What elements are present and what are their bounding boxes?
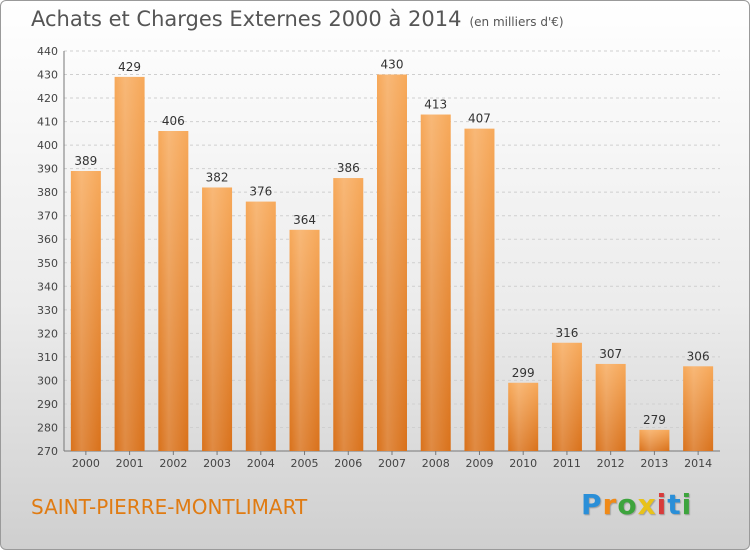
x-tick-label-2003: 2003 [203, 457, 231, 470]
bar-highlight [639, 429, 670, 451]
y-tick-label: 310 [37, 351, 58, 364]
chart-title: Achats et Charges Externes 2000 à 2014 (e… [31, 7, 564, 31]
bar-highlight [202, 187, 233, 451]
x-tick-label-2008: 2008 [422, 457, 450, 470]
y-tick-label: 350 [37, 257, 58, 270]
x-tick-label-2006: 2006 [334, 457, 362, 470]
y-tick-label: 300 [37, 374, 58, 387]
y-tick-label: 290 [37, 398, 58, 411]
bar-highlight [333, 178, 364, 451]
chart-unit: (en milliers d'€) [469, 15, 564, 29]
proxiti-logo: Proxiti [581, 488, 693, 521]
y-tick-label: 410 [37, 116, 58, 129]
data-label-2000: 389 [74, 154, 97, 168]
y-tick-label: 390 [37, 163, 58, 176]
data-label-2009: 407 [468, 112, 491, 126]
y-tick-label: 340 [37, 280, 58, 293]
bar-highlight [595, 363, 626, 451]
bar-highlight [245, 201, 276, 451]
bar-highlight [551, 342, 582, 451]
x-tick-label-2014: 2014 [684, 457, 712, 470]
bar-highlight [70, 171, 101, 451]
bar-highlight [289, 229, 320, 451]
bar-highlight [683, 366, 714, 451]
y-tick-label: 270 [37, 445, 58, 458]
bar-highlight [158, 131, 189, 451]
y-tick-label: 330 [37, 304, 58, 317]
y-tick-label: 400 [37, 139, 58, 152]
x-tick-label-2005: 2005 [291, 457, 319, 470]
data-label-2002: 406 [162, 114, 185, 128]
y-tick-label: 440 [37, 45, 58, 58]
chart-title-text: Achats et Charges Externes 2000 à 2014 [31, 7, 462, 31]
bar-highlight [114, 76, 145, 451]
x-tick-label-2013: 2013 [640, 457, 668, 470]
data-label-2008: 413 [424, 98, 447, 112]
data-label-2010: 299 [512, 366, 535, 380]
x-tick-label-2011: 2011 [553, 457, 581, 470]
y-tick-label: 380 [37, 186, 58, 199]
x-tick-label-2007: 2007 [378, 457, 406, 470]
y-tick-label: 420 [37, 92, 58, 105]
y-tick-label: 320 [37, 327, 58, 340]
y-tick-label: 430 [37, 69, 58, 82]
data-label-2011: 316 [555, 326, 578, 340]
data-label-2014: 306 [687, 349, 710, 363]
y-tick-label: 360 [37, 233, 58, 246]
data-label-2012: 307 [599, 347, 622, 361]
x-tick-label-2004: 2004 [247, 457, 275, 470]
x-tick-label-2012: 2012 [597, 457, 625, 470]
x-tick-label-2002: 2002 [159, 457, 187, 470]
data-label-2004: 376 [249, 185, 272, 199]
y-tick-label: 370 [37, 210, 58, 223]
x-tick-label-2000: 2000 [72, 457, 100, 470]
data-label-2003: 382 [206, 170, 229, 184]
data-label-2005: 364 [293, 213, 316, 227]
bar-highlight [377, 74, 407, 451]
data-label-2013: 279 [643, 413, 666, 427]
x-tick-label-2001: 2001 [116, 457, 144, 470]
bar-highlight [508, 382, 539, 451]
x-tick-label-2010: 2010 [509, 457, 537, 470]
data-label-2007: 430 [381, 58, 404, 72]
bar-highlight [420, 114, 451, 451]
y-tick-label: 280 [37, 421, 58, 434]
bar-highlight [464, 128, 495, 451]
data-label-2001: 429 [118, 60, 141, 74]
commune-name: SAINT-PIERRE-MONTLIMART [31, 495, 308, 519]
data-label-2006: 386 [337, 161, 360, 175]
x-tick-label-2009: 2009 [465, 457, 493, 470]
